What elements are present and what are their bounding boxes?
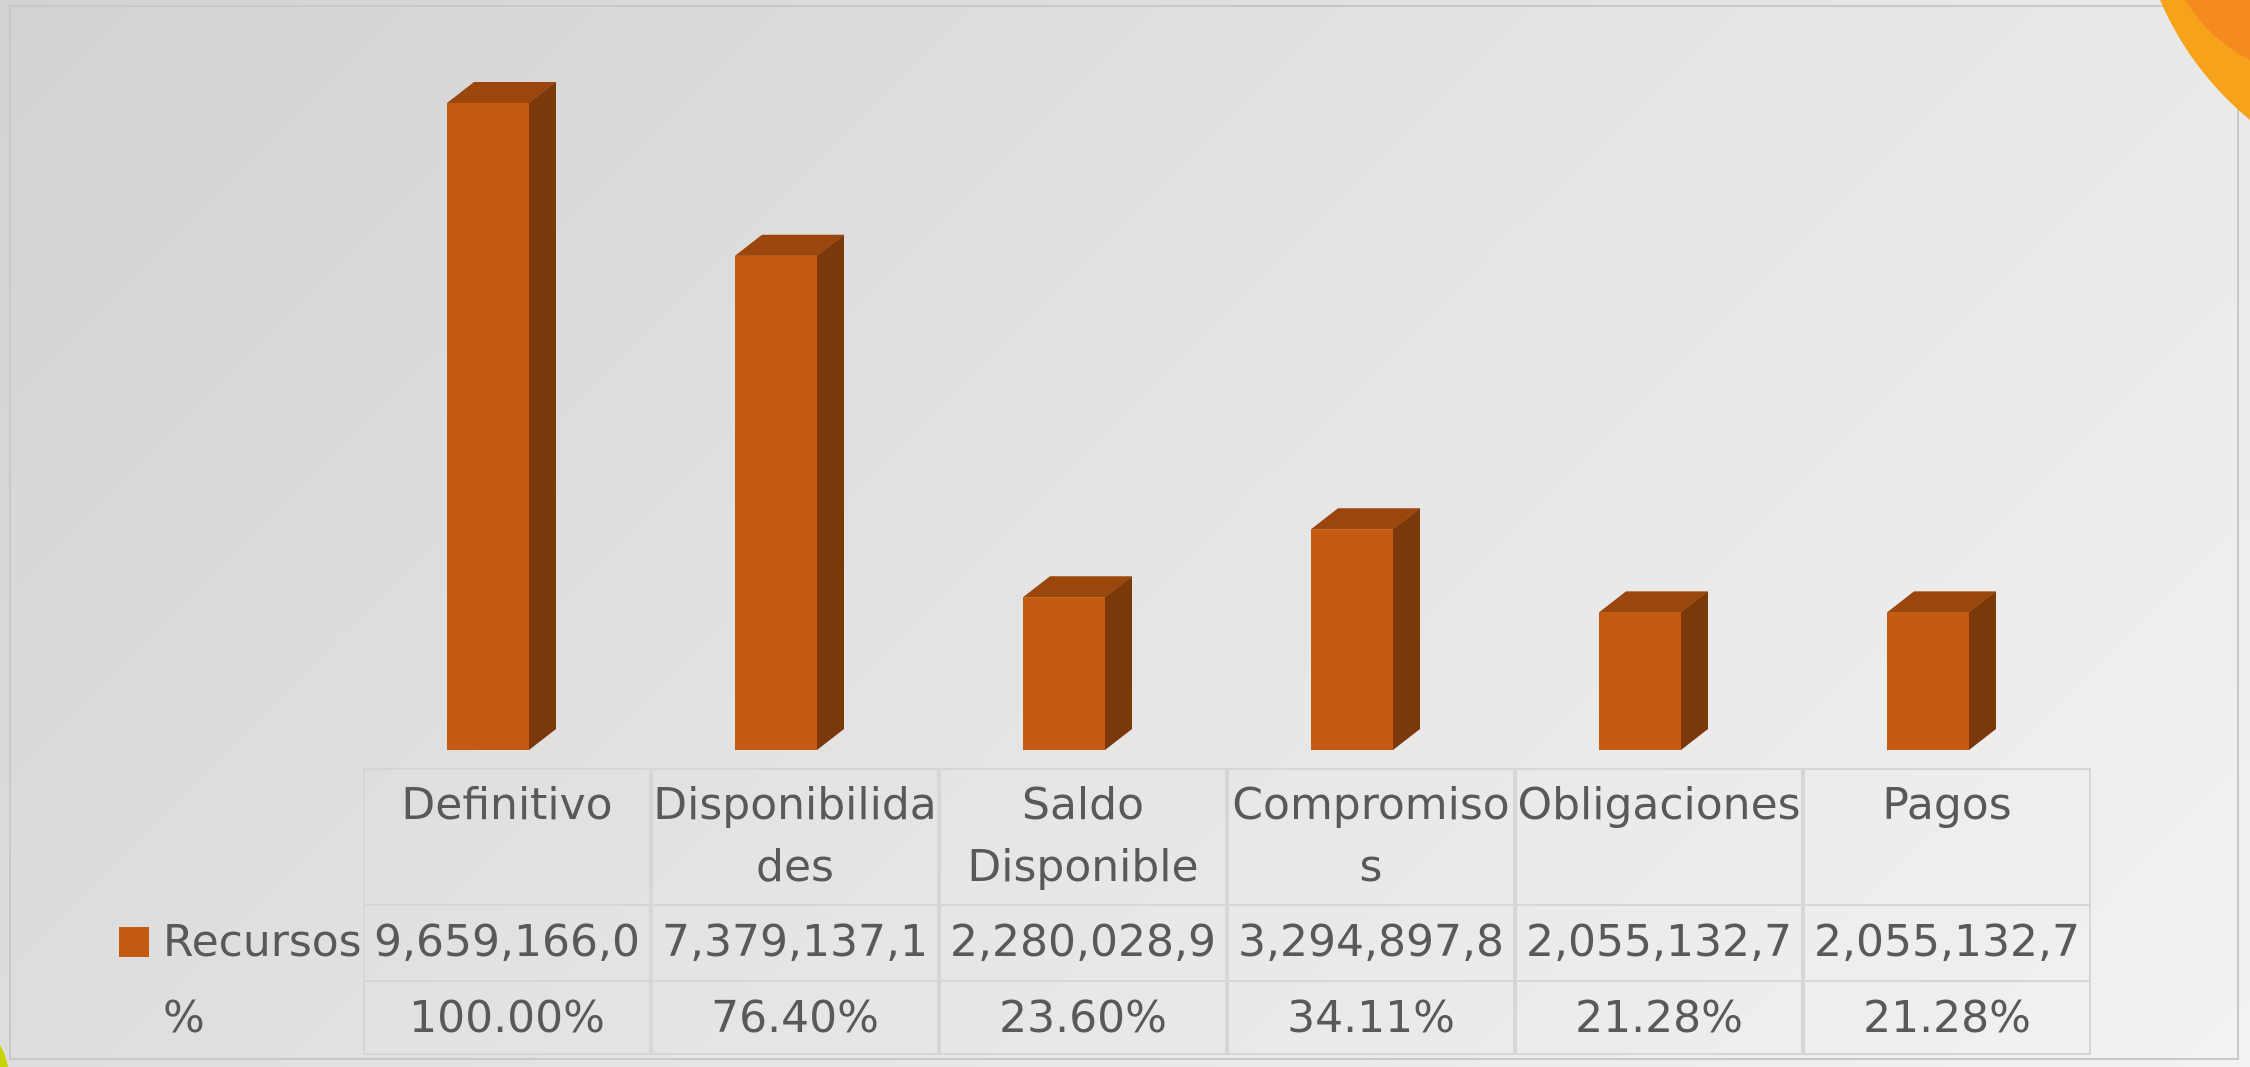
legend-swatch	[119, 927, 149, 957]
bar-side	[1969, 591, 1996, 750]
bar-top	[1311, 508, 1420, 530]
x-tick-label: Definitivo	[363, 768, 651, 904]
x-tick-label: Obligaciones	[1515, 768, 1803, 904]
x-tick-label: Disponibilidades	[651, 768, 939, 904]
bar-top	[1599, 591, 1708, 613]
bar-top	[1023, 576, 1132, 598]
bar-side	[1105, 576, 1132, 750]
bar	[735, 255, 817, 750]
frame	[9, 5, 2239, 1060]
legend-label: Recursos	[163, 916, 362, 967]
x-tick-label: Compromisos	[1227, 768, 1515, 904]
table-value: 2,280,028,9	[939, 904, 1227, 980]
bar-side	[1681, 591, 1708, 750]
bar	[1023, 597, 1105, 750]
table-value: 2,055,132,7	[1515, 904, 1803, 980]
bar	[1311, 529, 1393, 750]
bar-side	[529, 82, 556, 750]
bar	[447, 103, 529, 750]
bar-top	[735, 234, 844, 256]
decor-corner	[0, 1045, 8, 1067]
table-value: 7,379,137,1	[651, 904, 939, 980]
table-value: 2,055,132,7	[1803, 904, 2091, 980]
row-label: %	[163, 992, 205, 1043]
bar-side	[1393, 508, 1420, 750]
table-value: 3,294,897,8	[1227, 904, 1515, 980]
bar	[1599, 612, 1681, 750]
bar-top	[1887, 591, 1996, 613]
bar-top	[447, 82, 556, 103]
table-value: 34.11%	[1227, 980, 1515, 1055]
x-tick-label: Saldo Disponible	[939, 768, 1227, 904]
table-value: 23.60%	[939, 980, 1227, 1055]
table-value: 21.28%	[1515, 980, 1803, 1055]
table-value: 76.40%	[651, 980, 939, 1055]
table-value: 9,659,166,0	[363, 904, 651, 980]
bar	[1887, 612, 1969, 750]
decor-arc	[2185, 0, 2250, 60]
table-value: 100.00%	[363, 980, 651, 1055]
bar-side	[817, 234, 844, 750]
table-value: 21.28%	[1803, 980, 2091, 1055]
x-tick-label: Pagos	[1803, 768, 2091, 904]
